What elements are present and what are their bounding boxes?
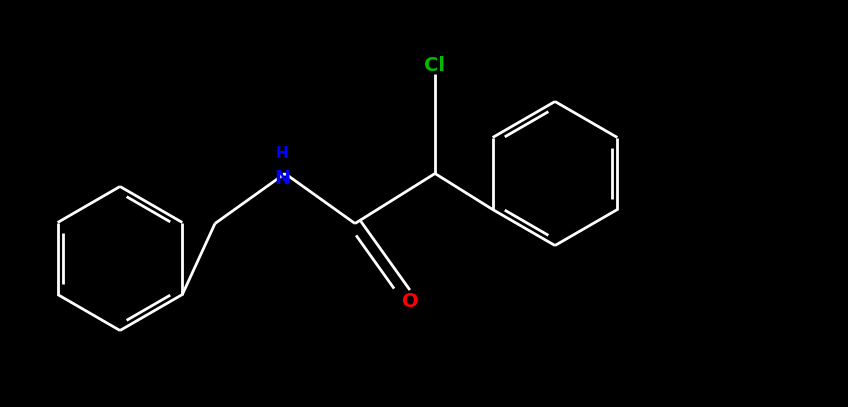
Text: Cl: Cl <box>425 56 445 75</box>
Text: N: N <box>274 169 290 188</box>
Text: O: O <box>402 292 418 311</box>
Text: H: H <box>276 146 288 161</box>
